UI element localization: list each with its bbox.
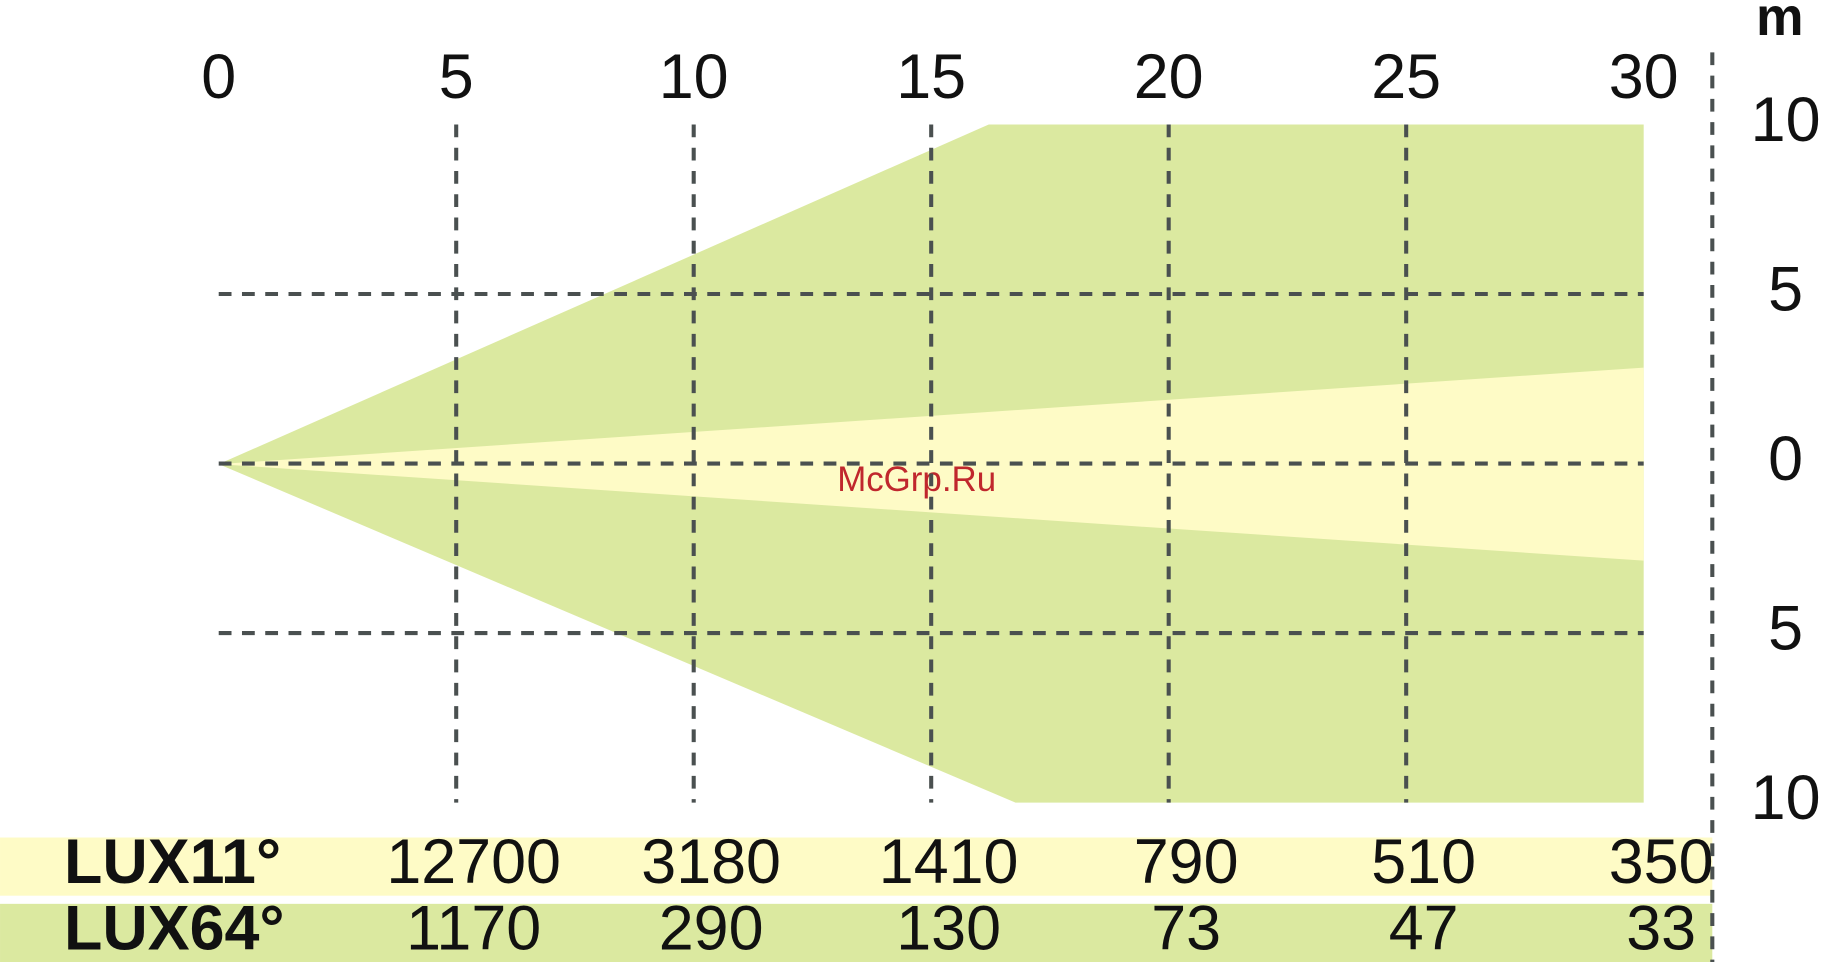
table-row-band [0,903,1713,962]
row-label: LUX11° [64,827,281,897]
table-value: 510 [1371,827,1476,897]
y-tick-label: 5 [1768,255,1803,325]
x-tick-label: 25 [1371,42,1441,112]
y-tick-label: 5 [1768,594,1803,664]
x-tick-label: 20 [1134,42,1204,112]
table-value: 73 [1151,894,1221,962]
table-value: 12700 [386,827,561,897]
y-tick-label: 10 [1751,763,1821,833]
table-value: 350 [1609,827,1714,897]
narrow-beam [218,367,1644,561]
table-value: 290 [659,894,764,962]
y-tick-label: 10 [1751,85,1821,155]
table-value: 1170 [406,894,541,962]
watermark: McGrp.Ru [837,460,996,499]
y-tick-label: 0 [1768,424,1803,494]
table-row-band [0,837,1713,896]
row-label: LUX64° [64,894,285,962]
table-value: 33 [1626,894,1696,962]
unit-label: m [1756,0,1804,47]
table-value: 1410 [879,827,1019,897]
table-value: 130 [896,894,1001,962]
table-value: 790 [1134,827,1239,897]
x-tick-label: 15 [896,42,966,112]
x-tick-label: 0 [201,42,236,112]
x-tick-label: 30 [1609,42,1679,112]
table-value: 47 [1389,894,1459,962]
table-value: 3180 [641,827,781,897]
x-tick-label: 10 [659,42,729,112]
x-tick-label: 5 [439,42,474,112]
